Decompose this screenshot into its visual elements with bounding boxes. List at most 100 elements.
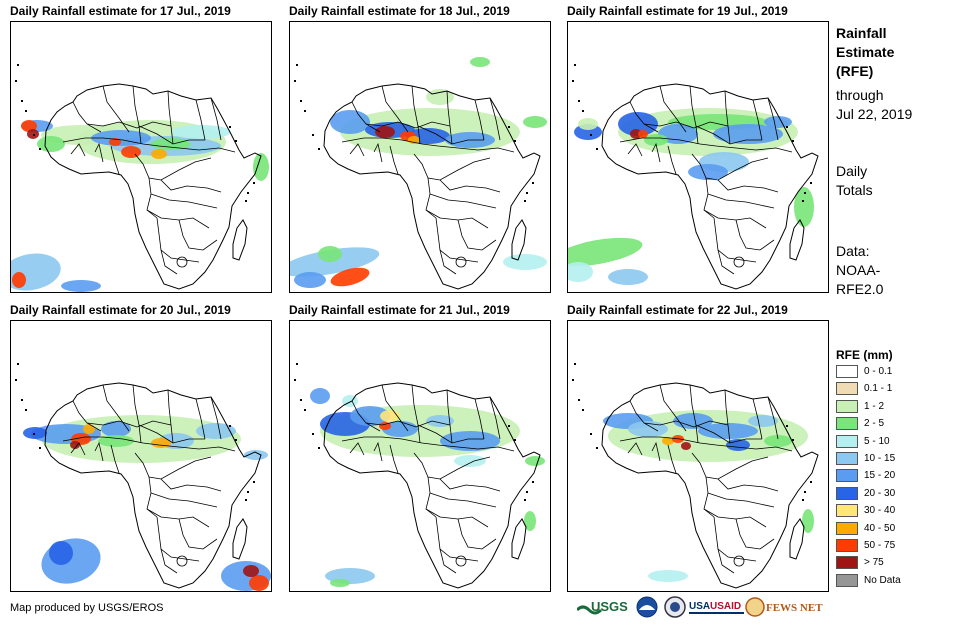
rainfall-patch bbox=[350, 406, 390, 426]
island-marker bbox=[526, 491, 528, 493]
country-border bbox=[703, 209, 767, 229]
country-border bbox=[62, 137, 236, 153]
rainfall-patch bbox=[318, 246, 342, 262]
country-border bbox=[160, 249, 178, 275]
madagascar-outline bbox=[511, 518, 527, 560]
country-border bbox=[341, 436, 515, 452]
svg-text:USA: USA bbox=[689, 601, 710, 612]
legend-item: 50 - 75 bbox=[836, 537, 895, 554]
rainfall-layer bbox=[290, 57, 547, 288]
island-marker bbox=[296, 363, 298, 365]
country-border bbox=[707, 492, 775, 508]
rainfall-patch bbox=[794, 187, 814, 227]
rainfall-map-panel: Daily Rainfall estimate for 20 Jul., 201… bbox=[10, 303, 272, 592]
legend-swatch bbox=[836, 556, 858, 570]
island-marker bbox=[17, 363, 19, 365]
country-border bbox=[457, 219, 497, 251]
madagascar-outline bbox=[789, 518, 805, 560]
legend-item: 2 - 5 bbox=[836, 415, 893, 432]
country-border bbox=[381, 85, 409, 133]
country-border bbox=[373, 441, 383, 462]
country-border bbox=[713, 516, 757, 562]
legend-label: 0.1 - 1 bbox=[864, 383, 893, 395]
country-border bbox=[62, 436, 236, 452]
rainfall-patch bbox=[688, 164, 728, 180]
rainfall-patch bbox=[748, 415, 778, 427]
svg-text:USAID: USAID bbox=[710, 601, 741, 612]
country-border bbox=[138, 125, 205, 145]
panel-title: Daily Rainfall estimate for 19 Jul., 201… bbox=[567, 4, 788, 18]
country-borders bbox=[619, 85, 793, 275]
country-border bbox=[619, 137, 793, 153]
island-marker bbox=[596, 148, 598, 150]
island-marker bbox=[572, 80, 574, 82]
map-frame bbox=[289, 21, 551, 293]
country-border bbox=[752, 398, 763, 440]
country-border bbox=[627, 442, 643, 456]
country-border bbox=[413, 153, 491, 181]
map-frame bbox=[289, 320, 551, 592]
island-marker bbox=[810, 182, 812, 184]
rainfall-patch bbox=[713, 124, 783, 144]
island-marker bbox=[590, 433, 592, 435]
madagascar-outline bbox=[789, 219, 805, 261]
island-marker bbox=[17, 64, 19, 66]
country-border bbox=[429, 492, 497, 508]
rainfall-patch bbox=[253, 153, 269, 181]
legend-label: 10 - 15 bbox=[864, 452, 896, 464]
legend-item: 20 - 30 bbox=[836, 485, 895, 502]
rainfall-patch bbox=[70, 441, 80, 449]
country-border bbox=[167, 389, 174, 444]
legend-item: 0.1 - 1 bbox=[836, 380, 893, 397]
rainfall-patch bbox=[764, 435, 792, 447]
legend-label: > 75 bbox=[864, 557, 884, 569]
rainfall-patch bbox=[440, 431, 500, 451]
country-border bbox=[439, 548, 457, 574]
island-marker bbox=[786, 126, 788, 128]
island-marker bbox=[21, 100, 23, 102]
island-marker bbox=[39, 148, 41, 150]
country-border bbox=[132, 384, 142, 444]
legend-swatch bbox=[836, 504, 858, 518]
madagascar-outline bbox=[232, 219, 248, 261]
island-marker bbox=[294, 80, 296, 82]
legend-title: RFE (mm) bbox=[836, 348, 893, 362]
country-border bbox=[767, 396, 779, 440]
island-marker bbox=[318, 447, 320, 449]
island-marker bbox=[25, 110, 27, 112]
rainfall-patch bbox=[330, 579, 350, 587]
country-border bbox=[735, 518, 775, 550]
rainfall-patch bbox=[618, 112, 658, 136]
island-marker bbox=[802, 200, 804, 202]
rainfall-patch bbox=[802, 509, 814, 533]
country-border bbox=[733, 256, 745, 268]
country-border bbox=[365, 121, 451, 129]
rainfall-patch bbox=[12, 272, 26, 288]
country-border bbox=[643, 121, 729, 129]
legend-item: No Data bbox=[836, 572, 901, 589]
island-marker bbox=[247, 491, 249, 493]
rainfall-patch bbox=[41, 538, 101, 584]
island-marker bbox=[15, 379, 17, 381]
country-border bbox=[735, 219, 775, 251]
island-marker bbox=[514, 439, 516, 441]
legend-swatch bbox=[836, 417, 858, 431]
island-marker bbox=[572, 379, 574, 381]
country-border bbox=[150, 492, 218, 508]
country-border bbox=[733, 555, 745, 567]
rainfall-patch bbox=[568, 237, 643, 267]
country-border bbox=[210, 97, 222, 141]
island-marker bbox=[245, 200, 247, 202]
country-border bbox=[70, 143, 86, 157]
country-border bbox=[474, 398, 485, 440]
island-marker bbox=[792, 439, 794, 441]
country-borders bbox=[341, 85, 515, 275]
country-border bbox=[160, 179, 222, 193]
country-border bbox=[72, 101, 102, 133]
rainfall-layer bbox=[568, 108, 814, 285]
country-border bbox=[389, 145, 399, 175]
country-border bbox=[417, 125, 484, 145]
rainfall-layer bbox=[603, 410, 814, 582]
country-border bbox=[489, 396, 501, 440]
country-border bbox=[138, 424, 205, 444]
